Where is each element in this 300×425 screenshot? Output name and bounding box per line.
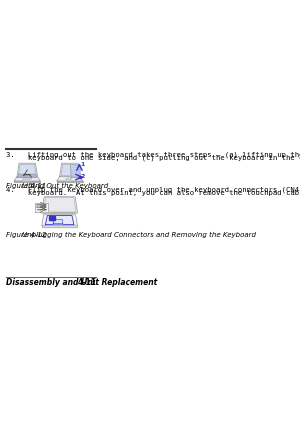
Polygon shape (79, 176, 82, 178)
Text: Figure 4-11: Figure 4-11 (6, 183, 46, 189)
Text: 3.   Lifting out the keyboard takes three steps — (a) lifting up the keyboard, (: 3. Lifting out the keyboard takes three … (6, 152, 300, 158)
Text: Unplugging the Keyboard Connectors and Removing the Keyboard: Unplugging the Keyboard Connectors and R… (22, 232, 256, 238)
Polygon shape (42, 197, 77, 213)
Polygon shape (18, 164, 36, 176)
Polygon shape (53, 219, 63, 224)
Polygon shape (45, 215, 74, 225)
Polygon shape (70, 164, 80, 178)
Text: keyboard.  At this point, you can also remove the touchpad cable from its connec: keyboard. At this point, you can also re… (6, 190, 300, 196)
Text: Lifting Out the Keyboard: Lifting Out the Keyboard (22, 183, 108, 189)
Text: 4-11: 4-11 (77, 278, 96, 287)
Polygon shape (14, 176, 40, 181)
Polygon shape (17, 163, 38, 176)
Polygon shape (35, 203, 48, 212)
Polygon shape (61, 164, 79, 176)
Polygon shape (60, 163, 80, 176)
Polygon shape (57, 176, 83, 181)
Polygon shape (42, 225, 77, 227)
Text: 2: 2 (81, 174, 85, 179)
Polygon shape (44, 198, 76, 212)
Polygon shape (14, 181, 40, 182)
Text: 4.   Flip the keyboard over and unplug the keyboard connectors (CN4, CN5) to rem: 4. Flip the keyboard over and unplug the… (6, 187, 300, 193)
Polygon shape (42, 213, 77, 225)
Polygon shape (66, 178, 70, 180)
Text: Disassembly and Unit Replacement: Disassembly and Unit Replacement (6, 278, 158, 287)
Polygon shape (37, 209, 46, 210)
Polygon shape (44, 213, 75, 214)
Polygon shape (57, 181, 83, 182)
Polygon shape (37, 204, 46, 205)
Polygon shape (23, 178, 31, 180)
Polygon shape (18, 174, 37, 178)
Text: 1: 1 (80, 162, 85, 167)
Text: Figure 4-12: Figure 4-12 (6, 232, 46, 238)
Text: keyboard to one side, and (c) pulling out the keyboard in the opposite direction: keyboard to one side, and (c) pulling ou… (6, 154, 300, 161)
